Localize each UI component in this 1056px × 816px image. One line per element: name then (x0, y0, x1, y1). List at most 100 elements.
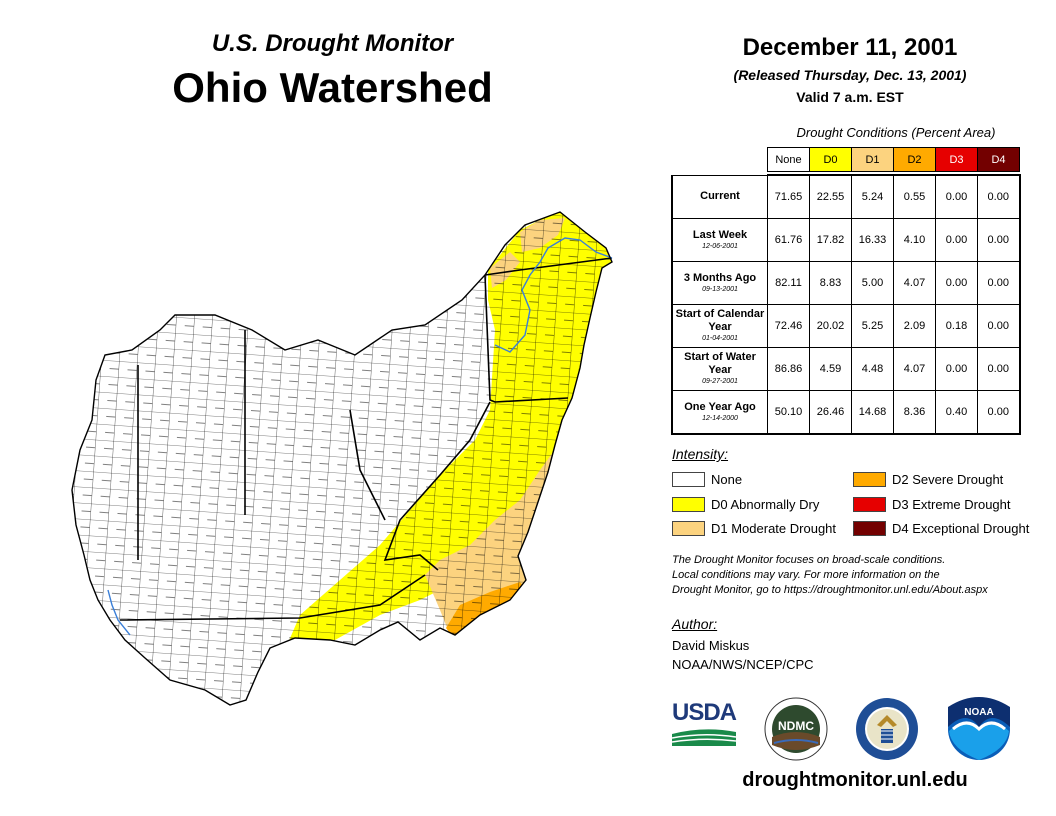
noaa-logo-text: NOAA (964, 707, 994, 718)
map-date: December 11, 2001 (742, 34, 958, 61)
row-date: 12-14-2000 (702, 414, 738, 422)
author-title: Author: (672, 616, 718, 632)
table-row: One Year Ago 12-14-2000 50.10 26.46 14.68… (671, 390, 1021, 435)
table-cell: 22.55 (809, 174, 852, 219)
note-line: Local conditions may vary. For more info… (672, 569, 940, 581)
ndmc-logo-text: NDMC (778, 719, 814, 733)
table-cell: 4.10 (893, 218, 936, 262)
table-cell: 4.59 (809, 347, 852, 391)
legend-item-d1: D1 Moderate Drought (672, 521, 836, 536)
disclaimer-note: The Drought Monitor focuses on broad-sca… (672, 553, 1042, 598)
table-cell: 17.82 (809, 218, 852, 262)
ndmc-logo: NDMC (764, 697, 828, 761)
table-cell: 0.00 (935, 218, 978, 262)
table-cell: 0.00 (977, 174, 1021, 219)
table-cell: 0.00 (935, 261, 978, 305)
col-header-d3: D3 (935, 147, 978, 172)
usda-logo: USDA (671, 699, 737, 748)
table-cell: 8.83 (809, 261, 852, 305)
table-row: Current 71.65 22.55 5.24 0.55 0.00 0.00 (671, 174, 1021, 219)
row-label: One Year Ago (684, 400, 756, 413)
row-date: 12-06-2001 (702, 242, 738, 250)
table-cell: 26.46 (809, 390, 852, 435)
table-cell: 0.40 (935, 390, 978, 435)
table-cell: 4.07 (893, 261, 936, 305)
legend-swatch (853, 521, 886, 536)
row-label: Last Week (692, 228, 748, 241)
table-cell: 2.09 (893, 304, 936, 348)
legend-label: D0 Abnormally Dry (711, 497, 820, 512)
table-cell: 5.25 (851, 304, 894, 348)
table-row: 3 Months Ago 09-13-2001 82.11 8.83 5.00 4… (671, 261, 1021, 305)
legend-swatch (672, 472, 705, 487)
col-header-d2: D2 (893, 147, 936, 172)
note-line: Drought Monitor, go to https://droughtmo… (672, 584, 988, 596)
usda-hills-icon (671, 729, 737, 746)
row-label: Start of Calendar Year (675, 308, 765, 333)
table-cell: 82.11 (767, 261, 810, 305)
col-header-d0: D0 (809, 147, 852, 172)
state-boundaries (119, 257, 613, 621)
legend-label: D3 Extreme Drought (892, 497, 1011, 512)
legend-item-none: None (672, 472, 742, 487)
watershed-map (71, 211, 613, 706)
table-cell: 16.33 (851, 218, 894, 262)
row-date: 01-04-2001 (702, 335, 738, 342)
noaa-seagull-icon (948, 697, 1010, 760)
table-cell: 8.36 (893, 390, 936, 435)
table-cell: 20.02 (809, 304, 852, 348)
table-cell: 5.00 (851, 261, 894, 305)
table-cell: 72.46 (767, 304, 810, 348)
table-cell: 0.18 (935, 304, 978, 348)
table-row: Last Week 12-06-2001 61.76 17.82 16.33 4.… (671, 218, 1021, 262)
table-cell: 14.68 (851, 390, 894, 435)
legend-title: Intensity: (672, 446, 729, 462)
legend-item-d2: D2 Severe Drought (853, 472, 1003, 487)
table-cell: 0.00 (977, 218, 1021, 262)
table-cell: 4.48 (851, 347, 894, 391)
table-cell: 0.00 (977, 390, 1021, 435)
legend-item-d3: D3 Extreme Drought (853, 497, 1011, 512)
table-row: Start of Calendar Year 01-04-2001 72.46 2… (671, 304, 1021, 348)
row-label: Current (700, 190, 740, 203)
rivers (107, 237, 613, 636)
table-cell: 71.65 (767, 174, 810, 219)
author-org: NOAA/NWS/NCEP/CPC (672, 657, 814, 672)
department-of-commerce-seal-icon (856, 698, 918, 760)
commerce-logo (855, 697, 919, 761)
noaa-logo: NOAA (947, 697, 1011, 761)
legend-label: D1 Moderate Drought (711, 521, 837, 536)
row-date: 09-27-2001 (702, 378, 738, 385)
legend-item-d4: D4 Exceptional Drought (853, 521, 1029, 536)
table-cell: 61.76 (767, 218, 810, 262)
table-cell: 0.00 (935, 174, 978, 219)
table-cell: 0.00 (977, 347, 1021, 391)
usda-logo-text: USDA (672, 699, 737, 726)
legend-swatch (672, 497, 705, 512)
row-label: 3 Months Ago (683, 271, 757, 284)
table-cell: 0.00 (977, 261, 1021, 305)
website-url[interactable]: droughtmonitor.unl.edu (742, 769, 968, 791)
legend-label: D4 Exceptional Drought (892, 521, 1030, 536)
col-header-none: None (767, 147, 810, 172)
col-header-d4: D4 (977, 147, 1020, 172)
table-cell: 0.00 (935, 347, 978, 391)
release-date: (Released Thursday, Dec. 13, 2001) (733, 67, 967, 83)
table-cell: 4.07 (893, 347, 936, 391)
ndmc-seal-icon (764, 697, 828, 761)
col-header-d1: D1 (851, 147, 894, 172)
table-cell: 86.86 (767, 347, 810, 391)
table-header-row: None D0 D1 D2 D3 D4 (672, 147, 1020, 172)
legend-swatch (672, 521, 705, 536)
legend-item-d0: D0 Abnormally Dry (672, 497, 819, 512)
row-label: Start of Water Year (684, 351, 756, 376)
map-subtitle: U.S. Drought Monitor (211, 30, 454, 57)
note-line: The Drought Monitor focuses on broad-sca… (672, 554, 946, 566)
table-cell: 0.00 (977, 304, 1021, 348)
legend-swatch (853, 472, 886, 487)
table-cell: 50.10 (767, 390, 810, 435)
conditions-title: Drought Conditions (Percent Area) (796, 125, 996, 140)
county-boundaries (72, 212, 612, 705)
legend-label: None (711, 472, 743, 487)
table-row: Start of Water Year 09-27-2001 86.86 4.59… (671, 347, 1021, 391)
